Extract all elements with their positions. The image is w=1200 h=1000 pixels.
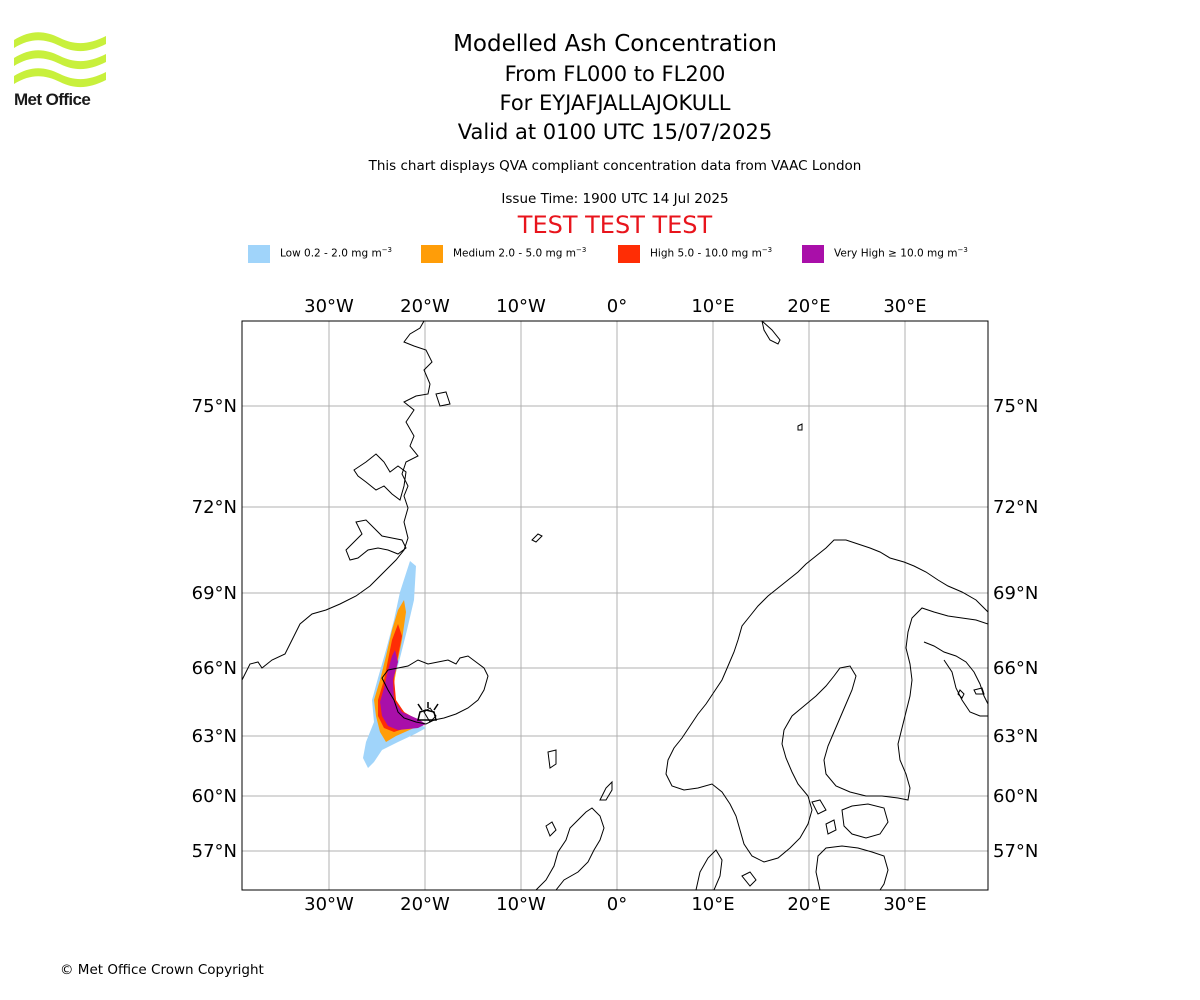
lon-label-30w-bottom: 30°W (304, 894, 354, 915)
legend-label-low: Low 0.2 - 2.0 mg m (280, 247, 382, 260)
legend-swatch-very-high (802, 245, 824, 263)
lon-labels-bottom: 30°W 20°W 10°W 0° 10°E 20°E 30°E (304, 894, 926, 915)
volcano-marker (417, 702, 439, 721)
lat-label-57n-left: 57°N (192, 841, 237, 862)
copyright-notice: © Met Office Crown Copyright (60, 962, 264, 978)
legend-swatch-medium (421, 245, 443, 263)
lon-label-20w-top: 20°W (400, 296, 450, 317)
chart-title: Modelled Ash Concentration (453, 31, 777, 57)
volcano-name: For EYJAFJALLAJOKULL (499, 91, 731, 115)
lon-label-20e-bottom: 20°E (787, 894, 830, 915)
lon-label-10e-bottom: 10°E (691, 894, 734, 915)
denmark-coast (695, 849, 723, 890)
lon-label-30w-top: 30°W (304, 296, 354, 317)
lon-label-30e-bottom: 30°E (883, 894, 926, 915)
lon-label-20w-bottom: 20°W (400, 894, 450, 915)
ash-plume-very-high (380, 650, 426, 730)
issue-time: Issue Time: 1900 UTC 14 Jul 2025 (501, 191, 729, 207)
lat-label-57n-right: 57°N (993, 841, 1038, 862)
british-isles-coast (535, 807, 605, 890)
lat-label-63n-left: 63°N (192, 726, 237, 747)
lat-label-63n-right: 63°N (993, 726, 1038, 747)
qva-description: This chart displays QVA compliant concen… (368, 158, 862, 174)
lon-label-10w-top: 10°W (496, 296, 546, 317)
lon-label-0-bottom: 0° (607, 894, 627, 915)
lat-label-72n-left: 72°N (192, 497, 237, 518)
lat-label-69n-left: 69°N (192, 583, 237, 604)
lat-labels-right: 75°N 72°N 69°N 66°N 63°N 60°N 57°N (993, 396, 1038, 862)
met-office-logo: Met Office (14, 30, 110, 112)
lon-label-30e-top: 30°E (883, 296, 926, 317)
scandinavia-coast (665, 539, 988, 863)
map-frame (241, 320, 989, 891)
lat-label-60n-left: 60°N (192, 786, 237, 807)
lat-label-66n-left: 66°N (192, 658, 237, 679)
legend-swatch-high (618, 245, 640, 263)
test-banner: TEST TEST TEST (517, 211, 713, 239)
map-gridlines (242, 321, 988, 890)
lat-labels-left: 75°N 72°N 69°N 66°N 63°N 60°N 57°N (192, 396, 237, 862)
flight-level-range: From FL000 to FL200 (504, 62, 726, 86)
legend-label-medium: Medium 2.0 - 5.0 mg m (453, 247, 576, 260)
ash-plume (363, 561, 426, 768)
lon-label-10w-bottom: 10°W (496, 894, 546, 915)
coastlines (242, 321, 988, 890)
met-office-brand: Met Office (14, 90, 91, 109)
lat-label-66n-right: 66°N (993, 658, 1038, 679)
lon-labels-top: 30°W 20°W 10°W 0° 10°E 20°E 30°E (304, 296, 926, 317)
valid-time: Valid at 0100 UTC 15/07/2025 (457, 120, 773, 144)
iceland-coast (381, 655, 489, 725)
greenland-coast (242, 321, 433, 681)
legend-swatch-low (248, 245, 270, 263)
lat-label-60n-right: 60°N (993, 786, 1038, 807)
lat-label-75n-right: 75°N (993, 396, 1038, 417)
lon-label-10e-top: 10°E (691, 296, 734, 317)
lon-label-0-top: 0° (607, 296, 627, 317)
legend-label-high: High 5.0 - 10.0 mg m (650, 247, 762, 260)
lon-label-20e-top: 20°E (787, 296, 830, 317)
legend-label-very-high: Very High ≥ 10.0 mg m (834, 247, 958, 260)
lat-label-69n-right: 69°N (993, 583, 1038, 604)
lat-label-72n-right: 72°N (993, 497, 1038, 518)
chart-title-block: Modelled Ash Concentration From FL000 to… (315, 28, 915, 147)
lat-label-75n-left: 75°N (192, 396, 237, 417)
met-office-wave-icon (14, 32, 106, 88)
